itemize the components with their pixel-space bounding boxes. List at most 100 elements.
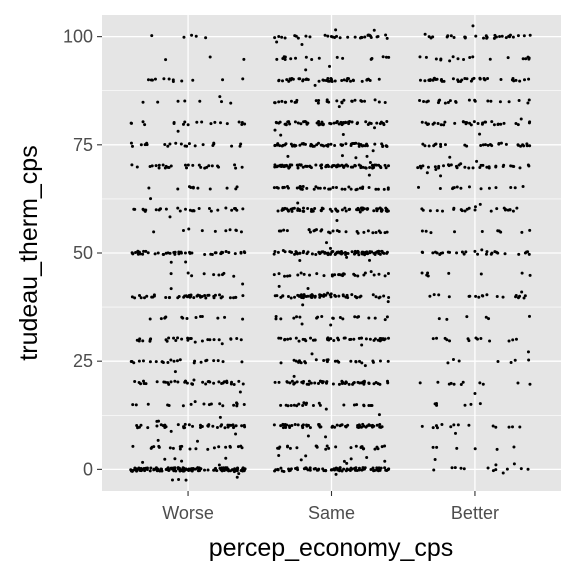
data-point	[443, 120, 447, 124]
data-point	[335, 423, 339, 427]
data-point	[363, 144, 367, 148]
data-point	[420, 424, 424, 428]
data-point	[239, 338, 243, 342]
data-point	[420, 229, 424, 233]
data-point	[425, 273, 429, 277]
data-point	[216, 164, 220, 168]
data-point	[241, 294, 245, 298]
data-point	[288, 274, 292, 278]
data-point	[283, 58, 287, 62]
data-point	[143, 469, 147, 473]
data-point	[383, 466, 387, 470]
data-point	[448, 155, 452, 159]
data-point	[496, 122, 500, 126]
data-point	[386, 468, 390, 472]
data-point	[281, 294, 285, 298]
data-point	[308, 230, 312, 234]
data-point	[288, 122, 292, 126]
data-point	[378, 165, 382, 169]
data-point	[280, 208, 284, 212]
data-point	[384, 144, 388, 148]
data-point	[321, 467, 325, 471]
data-point	[130, 295, 134, 299]
data-point	[459, 208, 463, 212]
data-point	[337, 382, 341, 386]
data-point	[499, 141, 503, 145]
data-point	[505, 467, 509, 471]
data-point	[203, 468, 207, 472]
data-point	[285, 380, 289, 384]
data-point	[380, 445, 384, 449]
data-point	[431, 445, 435, 449]
data-point	[211, 144, 215, 148]
data-point	[150, 164, 154, 168]
data-point	[278, 144, 282, 148]
data-point	[148, 339, 152, 343]
data-point	[387, 295, 391, 299]
data-point	[515, 206, 519, 210]
data-point	[385, 209, 389, 213]
data-point	[165, 339, 169, 343]
data-point	[418, 98, 422, 102]
data-point	[315, 444, 319, 448]
data-point	[283, 274, 287, 278]
data-point	[439, 174, 443, 178]
data-point	[234, 432, 238, 436]
data-point	[418, 55, 422, 59]
data-point	[280, 79, 284, 83]
data-point	[164, 207, 168, 211]
data-point	[142, 249, 146, 253]
data-point	[495, 250, 499, 254]
data-point	[289, 467, 293, 471]
data-point	[241, 77, 245, 81]
data-point	[276, 446, 280, 450]
data-point	[423, 144, 427, 148]
data-point	[208, 187, 212, 191]
data-point	[310, 252, 314, 256]
data-point	[144, 249, 148, 253]
data-point	[507, 34, 511, 38]
data-point	[323, 33, 327, 37]
data-point	[286, 294, 290, 298]
data-point	[478, 381, 482, 385]
data-point	[343, 424, 347, 428]
data-point	[301, 403, 305, 407]
data-point	[314, 358, 318, 362]
data-point	[368, 258, 372, 262]
data-point	[176, 129, 180, 133]
data-point	[232, 382, 236, 386]
data-point	[241, 282, 245, 286]
data-point	[230, 380, 234, 384]
data-point	[228, 444, 232, 448]
data-point	[511, 164, 515, 168]
data-point	[149, 337, 153, 341]
data-point	[199, 314, 202, 318]
data-point	[366, 77, 370, 81]
data-point	[337, 469, 341, 473]
data-point	[193, 340, 197, 344]
data-point	[349, 457, 353, 461]
data-point	[503, 252, 507, 256]
data-point	[308, 468, 312, 472]
data-point	[304, 78, 308, 82]
data-point	[284, 142, 288, 146]
data-point	[281, 249, 285, 253]
data-point	[306, 294, 310, 298]
data-point	[328, 64, 332, 68]
data-point	[438, 187, 442, 191]
data-point	[368, 337, 372, 341]
data-point	[234, 187, 238, 191]
data-point	[344, 120, 348, 124]
data-point	[384, 33, 388, 37]
data-point	[139, 143, 143, 147]
data-point	[214, 466, 218, 470]
data-point	[134, 403, 138, 407]
data-point	[179, 142, 183, 146]
data-point	[233, 252, 237, 256]
data-point	[360, 336, 364, 340]
data-point	[187, 423, 191, 427]
data-point	[300, 43, 304, 47]
data-point	[464, 121, 468, 125]
data-point	[200, 120, 204, 124]
data-point	[333, 359, 337, 363]
